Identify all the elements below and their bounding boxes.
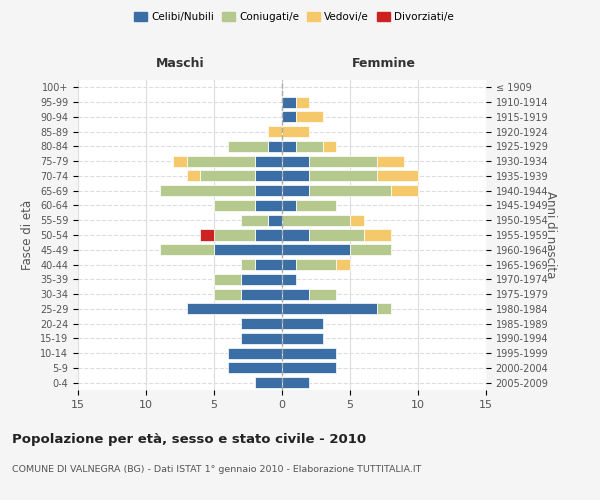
Bar — [309, 156, 377, 166]
Bar — [214, 274, 241, 285]
Bar — [200, 230, 214, 240]
Bar — [268, 141, 282, 152]
Bar — [187, 170, 200, 181]
Bar — [241, 318, 282, 329]
Bar — [296, 200, 337, 211]
Bar — [364, 230, 391, 240]
Bar — [282, 170, 309, 181]
Y-axis label: Fasce di età: Fasce di età — [22, 200, 34, 270]
Bar — [282, 96, 296, 108]
Bar — [268, 214, 282, 226]
Bar — [377, 170, 418, 181]
Bar — [282, 244, 350, 256]
Bar — [187, 304, 282, 314]
Bar — [282, 156, 309, 166]
Text: Maschi: Maschi — [155, 56, 205, 70]
Bar — [282, 126, 309, 137]
Bar — [227, 141, 268, 152]
Bar — [255, 156, 282, 166]
Bar — [323, 141, 337, 152]
Y-axis label: Anni di nascita: Anni di nascita — [544, 192, 557, 278]
Bar — [350, 214, 364, 226]
Bar — [350, 244, 391, 256]
Bar — [282, 185, 309, 196]
Bar — [282, 274, 296, 285]
Bar — [296, 96, 309, 108]
Bar — [391, 185, 418, 196]
Bar — [282, 214, 350, 226]
Bar — [160, 244, 214, 256]
Bar — [255, 377, 282, 388]
Bar — [214, 244, 282, 256]
Bar — [282, 377, 309, 388]
Bar — [309, 185, 391, 196]
Bar — [282, 200, 296, 211]
Bar — [282, 112, 296, 122]
Bar — [227, 362, 282, 374]
Bar — [296, 141, 323, 152]
Bar — [214, 230, 255, 240]
Bar — [241, 259, 255, 270]
Bar — [255, 185, 282, 196]
Bar — [268, 126, 282, 137]
Bar — [160, 185, 255, 196]
Bar — [377, 156, 404, 166]
Bar — [377, 304, 391, 314]
Bar — [241, 333, 282, 344]
Bar — [187, 156, 255, 166]
Text: Femmine: Femmine — [352, 56, 416, 70]
Bar — [255, 200, 282, 211]
Bar — [309, 170, 377, 181]
Bar — [173, 156, 187, 166]
Bar — [255, 259, 282, 270]
Bar — [282, 318, 323, 329]
Bar — [241, 274, 282, 285]
Bar — [255, 230, 282, 240]
Bar — [200, 170, 255, 181]
Bar — [282, 348, 337, 358]
Bar — [296, 259, 337, 270]
Bar — [337, 259, 350, 270]
Bar — [241, 214, 268, 226]
Text: COMUNE DI VALNEGRA (BG) - Dati ISTAT 1° gennaio 2010 - Elaborazione TUTTITALIA.I: COMUNE DI VALNEGRA (BG) - Dati ISTAT 1° … — [12, 466, 421, 474]
Bar — [214, 200, 255, 211]
Bar — [282, 288, 309, 300]
Bar — [282, 362, 337, 374]
Bar — [282, 230, 309, 240]
Bar — [214, 288, 241, 300]
Bar — [309, 230, 364, 240]
Bar — [241, 288, 282, 300]
Text: Popolazione per età, sesso e stato civile - 2010: Popolazione per età, sesso e stato civil… — [12, 432, 366, 446]
Bar — [227, 348, 282, 358]
Bar — [282, 304, 377, 314]
Bar — [282, 141, 296, 152]
Bar — [282, 259, 296, 270]
Bar — [309, 288, 337, 300]
Bar — [282, 333, 323, 344]
Bar — [296, 112, 323, 122]
Bar — [255, 170, 282, 181]
Legend: Celibi/Nubili, Coniugati/e, Vedovi/e, Divorziati/e: Celibi/Nubili, Coniugati/e, Vedovi/e, Di… — [130, 8, 458, 26]
